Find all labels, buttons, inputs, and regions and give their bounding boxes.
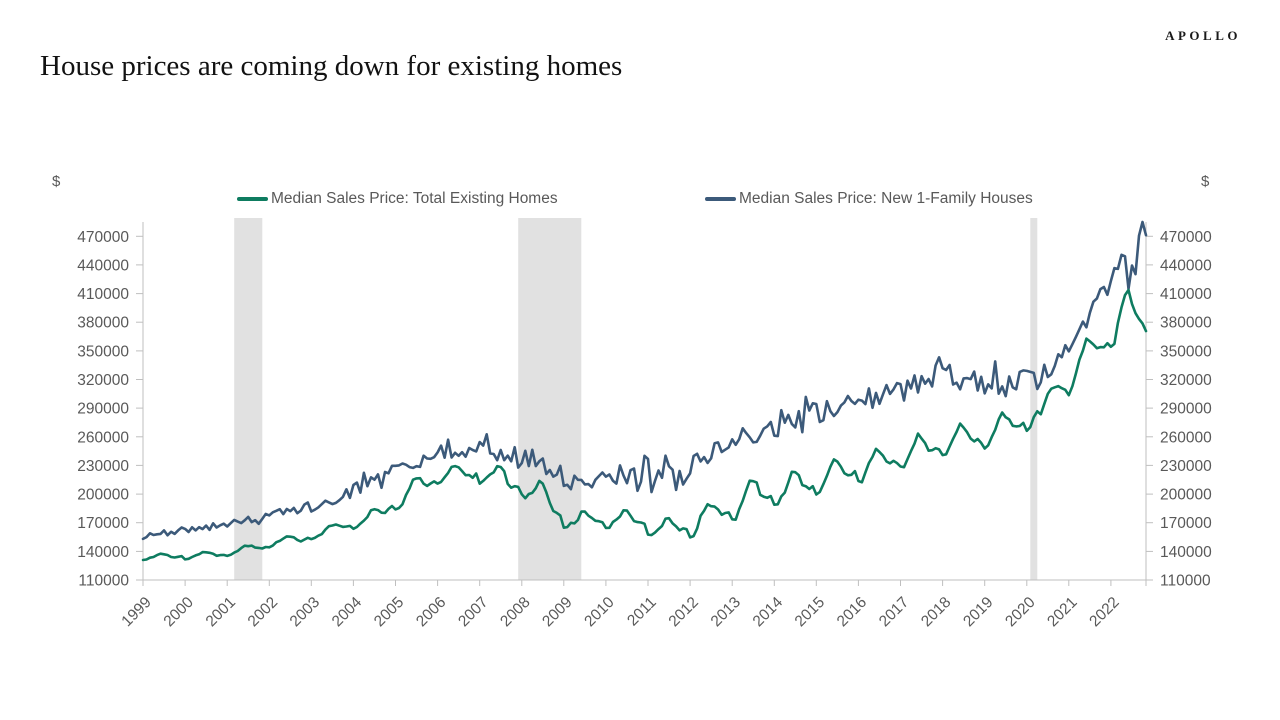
existing-homes-line	[141, 288, 1148, 562]
page-title: House prices are coming down for existin…	[40, 50, 623, 82]
y-tick-label-left: 290000	[77, 401, 129, 418]
recession-band	[1030, 218, 1038, 580]
x-tick-label: 2009	[539, 594, 575, 630]
x-tick-label: 2002	[245, 594, 281, 630]
x-tick-label: 2010	[581, 594, 618, 631]
y-tick-label-right: 470000	[1160, 229, 1212, 246]
x-tick-label: 2015	[792, 594, 828, 630]
legend-swatch-existing-homes	[237, 197, 268, 201]
recession-band	[518, 218, 582, 580]
x-tick-label: 2007	[455, 594, 491, 630]
y-tick-label-left: 380000	[77, 315, 129, 332]
y-tick-label-left: 170000	[77, 515, 129, 532]
y-tick-label-left: 440000	[77, 257, 129, 274]
y-tick-label-right: 440000	[1160, 257, 1212, 274]
y-tick-label-right: 410000	[1160, 286, 1212, 303]
y-tick-label-right: 290000	[1160, 401, 1212, 418]
y-tick-label-left: 410000	[77, 286, 129, 303]
y-tick-label-right: 140000	[1160, 544, 1212, 561]
legend-item-existing-homes: Median Sales Price: Total Existing Homes	[237, 189, 558, 209]
x-tick-label: 2016	[834, 594, 870, 630]
x-tick-label: 2022	[1086, 594, 1122, 630]
y-tick-label-right: 200000	[1160, 487, 1212, 504]
x-tick-label: 2011	[624, 594, 660, 630]
x-tick-label: 2013	[708, 594, 744, 630]
x-tick-label: 2018	[918, 594, 954, 630]
y-tick-label-right: 320000	[1160, 372, 1212, 389]
x-tick-label: 2020	[1002, 594, 1039, 631]
x-tick-label: 2012	[666, 594, 702, 630]
y-tick-label-left: 140000	[77, 544, 129, 561]
new-homes-line	[141, 220, 1148, 541]
x-tick-label: 2003	[287, 594, 323, 630]
y-tick-label-right: 230000	[1160, 458, 1212, 475]
legend-label-existing-homes: Median Sales Price: Total Existing Homes	[271, 190, 558, 207]
x-tick-label: 2021	[1044, 594, 1080, 630]
y-tick-label-left: 110000	[78, 573, 129, 590]
x-tick-label: 2019	[960, 594, 996, 630]
y-tick-label-left: 350000	[77, 343, 129, 360]
recession-band	[234, 218, 263, 580]
x-tick-label: 2014	[750, 594, 787, 631]
y-tick-label-left: 200000	[77, 487, 129, 504]
y-axis-unit-right: $	[1201, 173, 1210, 190]
legend-item-new-homes: Median Sales Price: New 1-Family Houses	[705, 189, 1033, 209]
apollo-logo: APOLLO	[1165, 28, 1241, 43]
y-tick-label-right: 350000	[1160, 343, 1212, 360]
x-tick-label: 2008	[497, 594, 533, 630]
y-tick-label-left: 470000	[77, 229, 129, 246]
axes	[136, 222, 1153, 586]
y-tick-label-left: 320000	[77, 372, 129, 389]
y-tick-label-left: 260000	[77, 429, 129, 446]
y-axis-unit-left: $	[52, 173, 61, 190]
legend-label-new-homes: Median Sales Price: New 1-Family Houses	[739, 190, 1033, 207]
y-tick-label-right: 260000	[1160, 429, 1212, 446]
x-tick-label: 2000	[161, 594, 198, 631]
x-tick-label: 2001	[203, 594, 239, 630]
y-tick-label-left: 230000	[77, 458, 129, 475]
x-tick-label: 1999	[118, 594, 154, 630]
y-tick-label-right: 110000	[1160, 573, 1211, 590]
legend-swatch-new-homes	[705, 197, 736, 201]
x-tick-label: 2006	[413, 594, 449, 630]
x-tick-label: 2017	[876, 594, 912, 630]
x-tick-label: 2004	[329, 594, 366, 631]
recession-bands	[234, 218, 1038, 580]
y-tick-label-right: 170000	[1160, 515, 1212, 532]
y-tick-label-right: 380000	[1160, 315, 1212, 332]
x-tick-label: 2005	[371, 594, 407, 630]
